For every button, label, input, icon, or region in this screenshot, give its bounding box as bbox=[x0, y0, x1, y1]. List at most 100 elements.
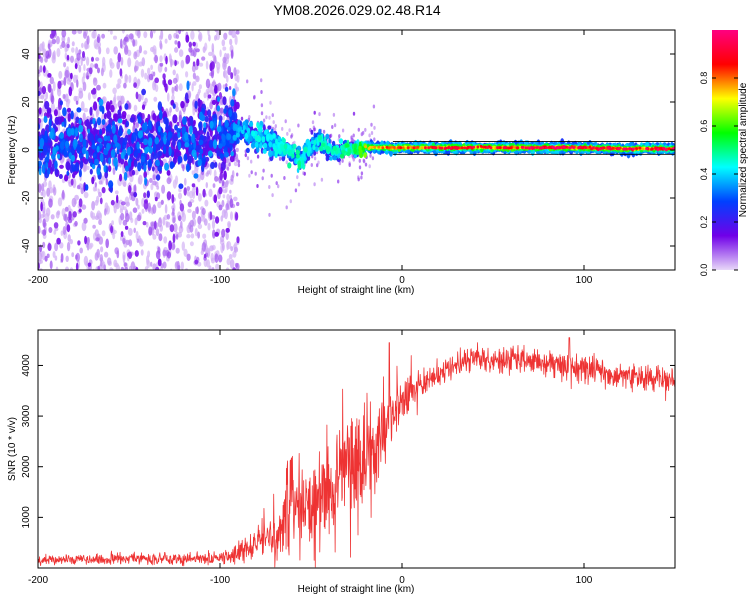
heatmap-cell bbox=[635, 147, 639, 151]
heatmap-cell bbox=[165, 221, 171, 228]
heatmap-cell bbox=[91, 176, 95, 185]
heatmap-cell bbox=[113, 157, 118, 167]
heatmap-cell bbox=[189, 219, 195, 227]
heatmap-cell bbox=[155, 143, 161, 151]
heatmap-cell bbox=[219, 153, 224, 159]
heatmap-cell bbox=[187, 201, 193, 208]
heatmap-cell bbox=[173, 223, 178, 233]
heatmap-cell bbox=[171, 94, 175, 101]
heatmap-cell bbox=[124, 225, 129, 230]
heatmap-cell bbox=[165, 83, 168, 93]
heatmap-cell bbox=[194, 228, 198, 237]
heatmap-cell bbox=[424, 146, 427, 150]
heatmap-cell bbox=[76, 107, 82, 113]
heatmap-cell bbox=[132, 207, 138, 213]
heatmap-cell bbox=[174, 47, 179, 53]
heatmap-cell bbox=[86, 244, 90, 251]
heatmap-cell bbox=[228, 86, 232, 90]
heatmap-cell bbox=[332, 156, 337, 161]
heatmap-cell bbox=[207, 94, 212, 99]
heatmap-cell bbox=[151, 166, 155, 172]
heatmap-cell bbox=[296, 150, 300, 155]
heatmap-cell bbox=[215, 263, 220, 270]
heatmap-cell bbox=[209, 211, 213, 221]
heatmap-cell bbox=[159, 55, 163, 63]
heatmap-cell bbox=[71, 30, 77, 35]
heatmap-cell bbox=[316, 163, 319, 168]
heatmap-cell bbox=[218, 162, 222, 170]
heatmap-cell bbox=[325, 145, 330, 153]
heatmap-cell bbox=[158, 150, 163, 156]
heatmap-cell bbox=[227, 126, 231, 131]
heatmap-cell bbox=[367, 147, 371, 151]
heatmap-cell bbox=[55, 36, 60, 45]
heatmap-cell bbox=[221, 141, 226, 147]
heatmap-cell bbox=[79, 133, 83, 143]
heatmap-cell bbox=[125, 120, 130, 128]
heatmap-cell bbox=[136, 141, 140, 150]
heatmap-cell bbox=[210, 257, 216, 264]
y-tick-label: 40 bbox=[21, 48, 32, 60]
heatmap-cell bbox=[172, 103, 176, 109]
heatmap-cell bbox=[47, 167, 51, 175]
heatmap-cell bbox=[127, 128, 131, 135]
heatmap-cell bbox=[123, 171, 128, 181]
heatmap-cell bbox=[591, 146, 595, 150]
heatmap-cell bbox=[98, 98, 104, 106]
heatmap-cell bbox=[222, 242, 225, 251]
heatmap-cell bbox=[50, 214, 55, 220]
heatmap-cell bbox=[86, 237, 90, 246]
heatmap-cell bbox=[117, 109, 121, 116]
heatmap-cell bbox=[358, 165, 362, 170]
heatmap-cell bbox=[352, 111, 356, 116]
colorbar-strip bbox=[712, 30, 738, 270]
heatmap-cell bbox=[137, 78, 141, 85]
heatmap-cell bbox=[242, 125, 246, 131]
heatmap-cell bbox=[163, 77, 166, 88]
heatmap-cell bbox=[129, 117, 135, 123]
heatmap-cell bbox=[170, 242, 176, 251]
heatmap-cell bbox=[219, 107, 224, 114]
heatmap-cell bbox=[207, 150, 213, 157]
heatmap-cell bbox=[311, 120, 315, 125]
heatmap-cell bbox=[245, 147, 250, 153]
heatmap-cell bbox=[290, 134, 293, 139]
heatmap-cell bbox=[92, 30, 97, 39]
heatmap-cell bbox=[214, 161, 218, 168]
heatmap-cell bbox=[136, 238, 140, 243]
heatmap-cell bbox=[352, 133, 355, 138]
heatmap-cell bbox=[117, 118, 123, 124]
heatmap-cell bbox=[234, 35, 238, 46]
heatmap-cell bbox=[104, 208, 107, 216]
heatmap-cell bbox=[275, 149, 279, 155]
heatmap-cell bbox=[167, 125, 172, 134]
heatmap-cell bbox=[465, 146, 469, 150]
heatmap-cell bbox=[195, 186, 199, 196]
heatmap-cell bbox=[59, 132, 64, 139]
heatmap-cell bbox=[227, 222, 231, 229]
heatmap-cell bbox=[61, 121, 65, 127]
heatmap-cell bbox=[224, 86, 229, 92]
heatmap-cell bbox=[78, 118, 82, 125]
heatmap-cell bbox=[123, 82, 127, 89]
y-tick-label: 2000 bbox=[21, 455, 32, 478]
heatmap-cell bbox=[96, 41, 102, 48]
heatmap-cell bbox=[562, 144, 566, 148]
heatmap-cell bbox=[172, 233, 176, 244]
heatmap-cell bbox=[578, 145, 582, 149]
heatmap-cell bbox=[183, 187, 187, 196]
heatmap-cell bbox=[192, 41, 196, 47]
heatmap-cell bbox=[269, 100, 272, 105]
heatmap-cell bbox=[368, 164, 371, 169]
heatmap-cell bbox=[54, 160, 58, 170]
heatmap-cell bbox=[40, 201, 43, 212]
heatmap-cell bbox=[73, 139, 78, 147]
x-tick-label: -100 bbox=[210, 575, 230, 586]
heatmap-cell bbox=[175, 106, 179, 113]
spectrogram-heatmap bbox=[38, 30, 675, 270]
heatmap-cell bbox=[192, 61, 196, 67]
heatmap-cell bbox=[194, 100, 198, 110]
heatmap-cell bbox=[99, 254, 104, 263]
heatmap-cell bbox=[117, 153, 122, 161]
heatmap-cell bbox=[173, 133, 179, 142]
